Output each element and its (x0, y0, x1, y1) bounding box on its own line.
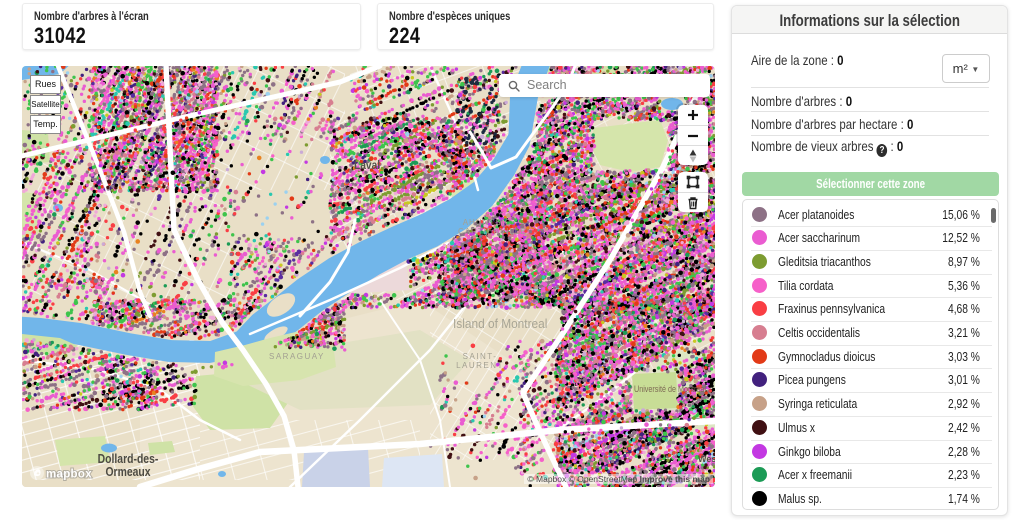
svg-text:mapbox: mapbox (46, 469, 92, 481)
